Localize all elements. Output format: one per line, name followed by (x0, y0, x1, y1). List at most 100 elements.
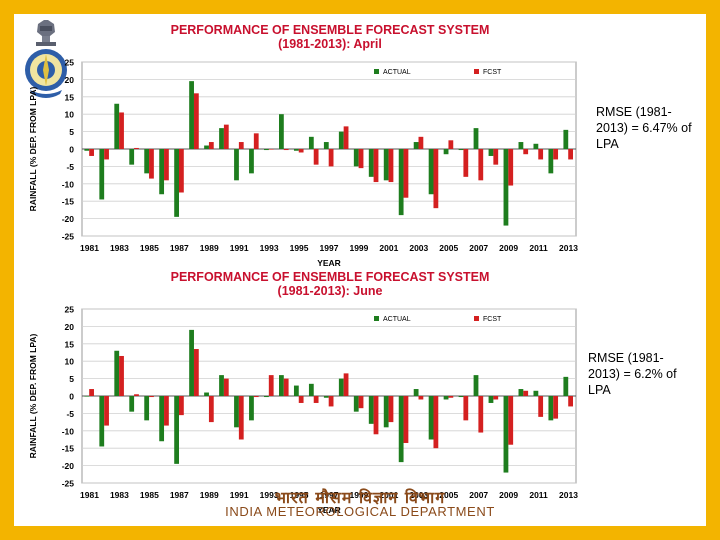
chart-title: PERFORMANCE OF ENSEMBLE FORECAST SYSTEM (171, 270, 490, 284)
bar-fcst-1987 (179, 149, 184, 193)
bar-actual-1999 (353, 396, 359, 412)
y-axis-label: RAINFALL (% DEP. FROM LPA) (28, 86, 38, 211)
bar-actual-1985 (144, 396, 150, 421)
bar-actual-2001 (383, 149, 389, 181)
bar-actual-2002 (398, 149, 404, 216)
bar-fcst-1983 (119, 355, 124, 396)
x-tick-label: 1983 (110, 490, 129, 500)
bar-actual-1990 (219, 128, 224, 149)
bar-fcst-1991 (238, 142, 244, 149)
bar-actual-2005 (443, 149, 449, 155)
bar-fcst-1983 (119, 112, 124, 149)
bar-actual-2008 (488, 396, 494, 403)
bar-actual-2012 (548, 149, 554, 174)
y-tick-label: -5 (66, 409, 74, 419)
legend-label-fcst: FCST (483, 316, 502, 323)
bar-fcst-1995 (298, 396, 304, 403)
bar-actual-2011 (533, 390, 539, 396)
bar-actual-2010 (518, 389, 524, 396)
y-tick-label: -25 (62, 232, 75, 242)
bar-actual-1989 (204, 392, 209, 396)
y-tick-label: -20 (62, 461, 75, 471)
bar-actual-1987 (174, 149, 180, 217)
bar-fcst-2000 (373, 396, 379, 435)
y-tick-label: 0 (69, 392, 74, 402)
bar-actual-1984 (129, 396, 135, 412)
y-tick-label: 25 (65, 58, 75, 68)
bar-actual-2013 (563, 376, 569, 396)
bar-actual-2009 (503, 396, 509, 473)
bar-actual-2007 (473, 375, 479, 396)
bar-actual-2007 (473, 128, 479, 149)
bar-actual-1995 (293, 385, 299, 396)
legend-label-actual: ACTUAL (383, 316, 411, 323)
y-tick-label: -25 (62, 479, 75, 489)
y-tick-label: 0 (69, 145, 74, 155)
x-tick-label: 2007 (469, 490, 488, 500)
y-tick-label: 5 (69, 374, 74, 384)
x-tick-label: 1991 (230, 243, 249, 253)
y-tick-label: 15 (65, 339, 75, 349)
bar-actual-2000 (368, 396, 374, 424)
x-tick-label: 1985 (140, 243, 159, 253)
bar-actual-1994 (279, 375, 284, 396)
bar-actual-1988 (189, 81, 194, 149)
y-tick-label: -15 (62, 444, 75, 454)
y-tick-label: 20 (65, 322, 75, 332)
bar-actual-1983 (114, 103, 120, 149)
bar-fcst-2007 (478, 396, 484, 433)
y-tick-label: 10 (65, 357, 75, 367)
x-tick-label: 1995 (290, 243, 309, 253)
bar-fcst-2012 (553, 396, 559, 419)
chart-subtitle: (1981-2013): June (278, 284, 383, 298)
bar-fcst-1995 (298, 149, 304, 153)
legend-swatch-fcst (474, 69, 479, 74)
chart-subtitle: (1981-2013): April (278, 37, 382, 51)
bar-actual-2008 (488, 149, 494, 156)
bar-fcst-1996 (313, 149, 319, 165)
x-tick-label: 2011 (529, 243, 548, 253)
bar-fcst-2010 (523, 390, 529, 396)
bar-fcst-2002 (403, 396, 409, 443)
x-tick-label: 2009 (499, 243, 518, 253)
bar-fcst-2011 (538, 396, 544, 417)
bar-fcst-2013 (568, 396, 574, 407)
y-tick-label: -10 (62, 426, 75, 436)
june-chart: PERFORMANCE OF ENSEMBLE FORECAST SYSTEM(… (28, 270, 578, 515)
bar-actual-2004 (428, 396, 434, 440)
bar-fcst-2012 (553, 149, 559, 160)
bar-fcst-1999 (358, 149, 364, 169)
note-line: RMSE (1981- (596, 105, 672, 119)
bar-actual-2011 (533, 143, 539, 149)
bar-fcst-1990 (223, 124, 229, 149)
bar-actual-1992 (249, 396, 254, 421)
x-tick-label: 2011 (529, 490, 548, 500)
bar-actual-2010 (518, 142, 524, 149)
bar-actual-1992 (249, 149, 254, 174)
bar-actual-1998 (338, 131, 344, 149)
y-tick-label: 5 (69, 127, 74, 137)
bar-fcst-1992 (253, 133, 259, 149)
bar-fcst-2013 (568, 149, 574, 160)
x-tick-label: 2005 (439, 243, 458, 253)
y-tick-label: 10 (65, 110, 75, 120)
x-tick-label: 2001 (379, 243, 398, 253)
bar-actual-1993 (264, 396, 269, 398)
bar-fcst-2011 (538, 149, 544, 160)
bar-fcst-2004 (433, 149, 439, 209)
april-rmse-note: RMSE (1981- 2013) = 6.47% of LPA (596, 104, 692, 152)
bar-fcst-2001 (388, 396, 394, 423)
bar-actual-1982 (99, 396, 105, 447)
june-rmse-note: RMSE (1981- 2013) = 6.2% of LPA (588, 350, 677, 398)
bar-actual-1982 (99, 149, 105, 200)
bar-actual-1998 (338, 378, 344, 396)
bar-fcst-2004 (433, 396, 439, 449)
bar-actual-2002 (398, 396, 404, 463)
bar-actual-1994 (279, 114, 284, 149)
bar-fcst-1997 (328, 396, 334, 407)
bar-fcst-2003 (418, 136, 424, 149)
x-tick-label: 1981 (80, 490, 99, 500)
bar-actual-2005 (443, 396, 449, 400)
bar-fcst-1986 (164, 396, 169, 426)
x-tick-label: 2003 (409, 243, 428, 253)
